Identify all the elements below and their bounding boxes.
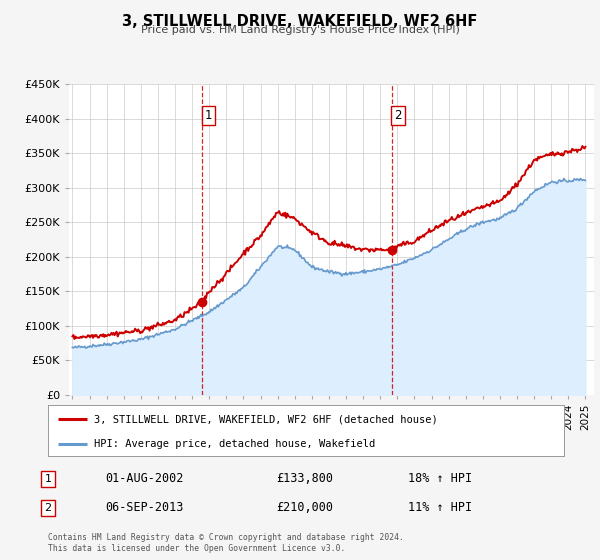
Text: 2: 2 (44, 503, 52, 513)
Text: £210,000: £210,000 (276, 501, 333, 515)
Text: This data is licensed under the Open Government Licence v3.0.: This data is licensed under the Open Gov… (48, 544, 346, 553)
Text: 11% ↑ HPI: 11% ↑ HPI (408, 501, 472, 515)
Text: 3, STILLWELL DRIVE, WAKEFIELD, WF2 6HF: 3, STILLWELL DRIVE, WAKEFIELD, WF2 6HF (122, 14, 478, 29)
Text: 1: 1 (205, 109, 212, 122)
Text: 01-AUG-2002: 01-AUG-2002 (105, 472, 184, 486)
Text: 3, STILLWELL DRIVE, WAKEFIELD, WF2 6HF (detached house): 3, STILLWELL DRIVE, WAKEFIELD, WF2 6HF (… (94, 414, 438, 424)
Text: HPI: Average price, detached house, Wakefield: HPI: Average price, detached house, Wake… (94, 438, 376, 449)
Text: £133,800: £133,800 (276, 472, 333, 486)
Text: 1: 1 (44, 474, 52, 484)
Text: 06-SEP-2013: 06-SEP-2013 (105, 501, 184, 515)
Text: Price paid vs. HM Land Registry's House Price Index (HPI): Price paid vs. HM Land Registry's House … (140, 25, 460, 35)
Text: 2: 2 (394, 109, 402, 122)
Text: Contains HM Land Registry data © Crown copyright and database right 2024.: Contains HM Land Registry data © Crown c… (48, 533, 404, 542)
Text: 18% ↑ HPI: 18% ↑ HPI (408, 472, 472, 486)
